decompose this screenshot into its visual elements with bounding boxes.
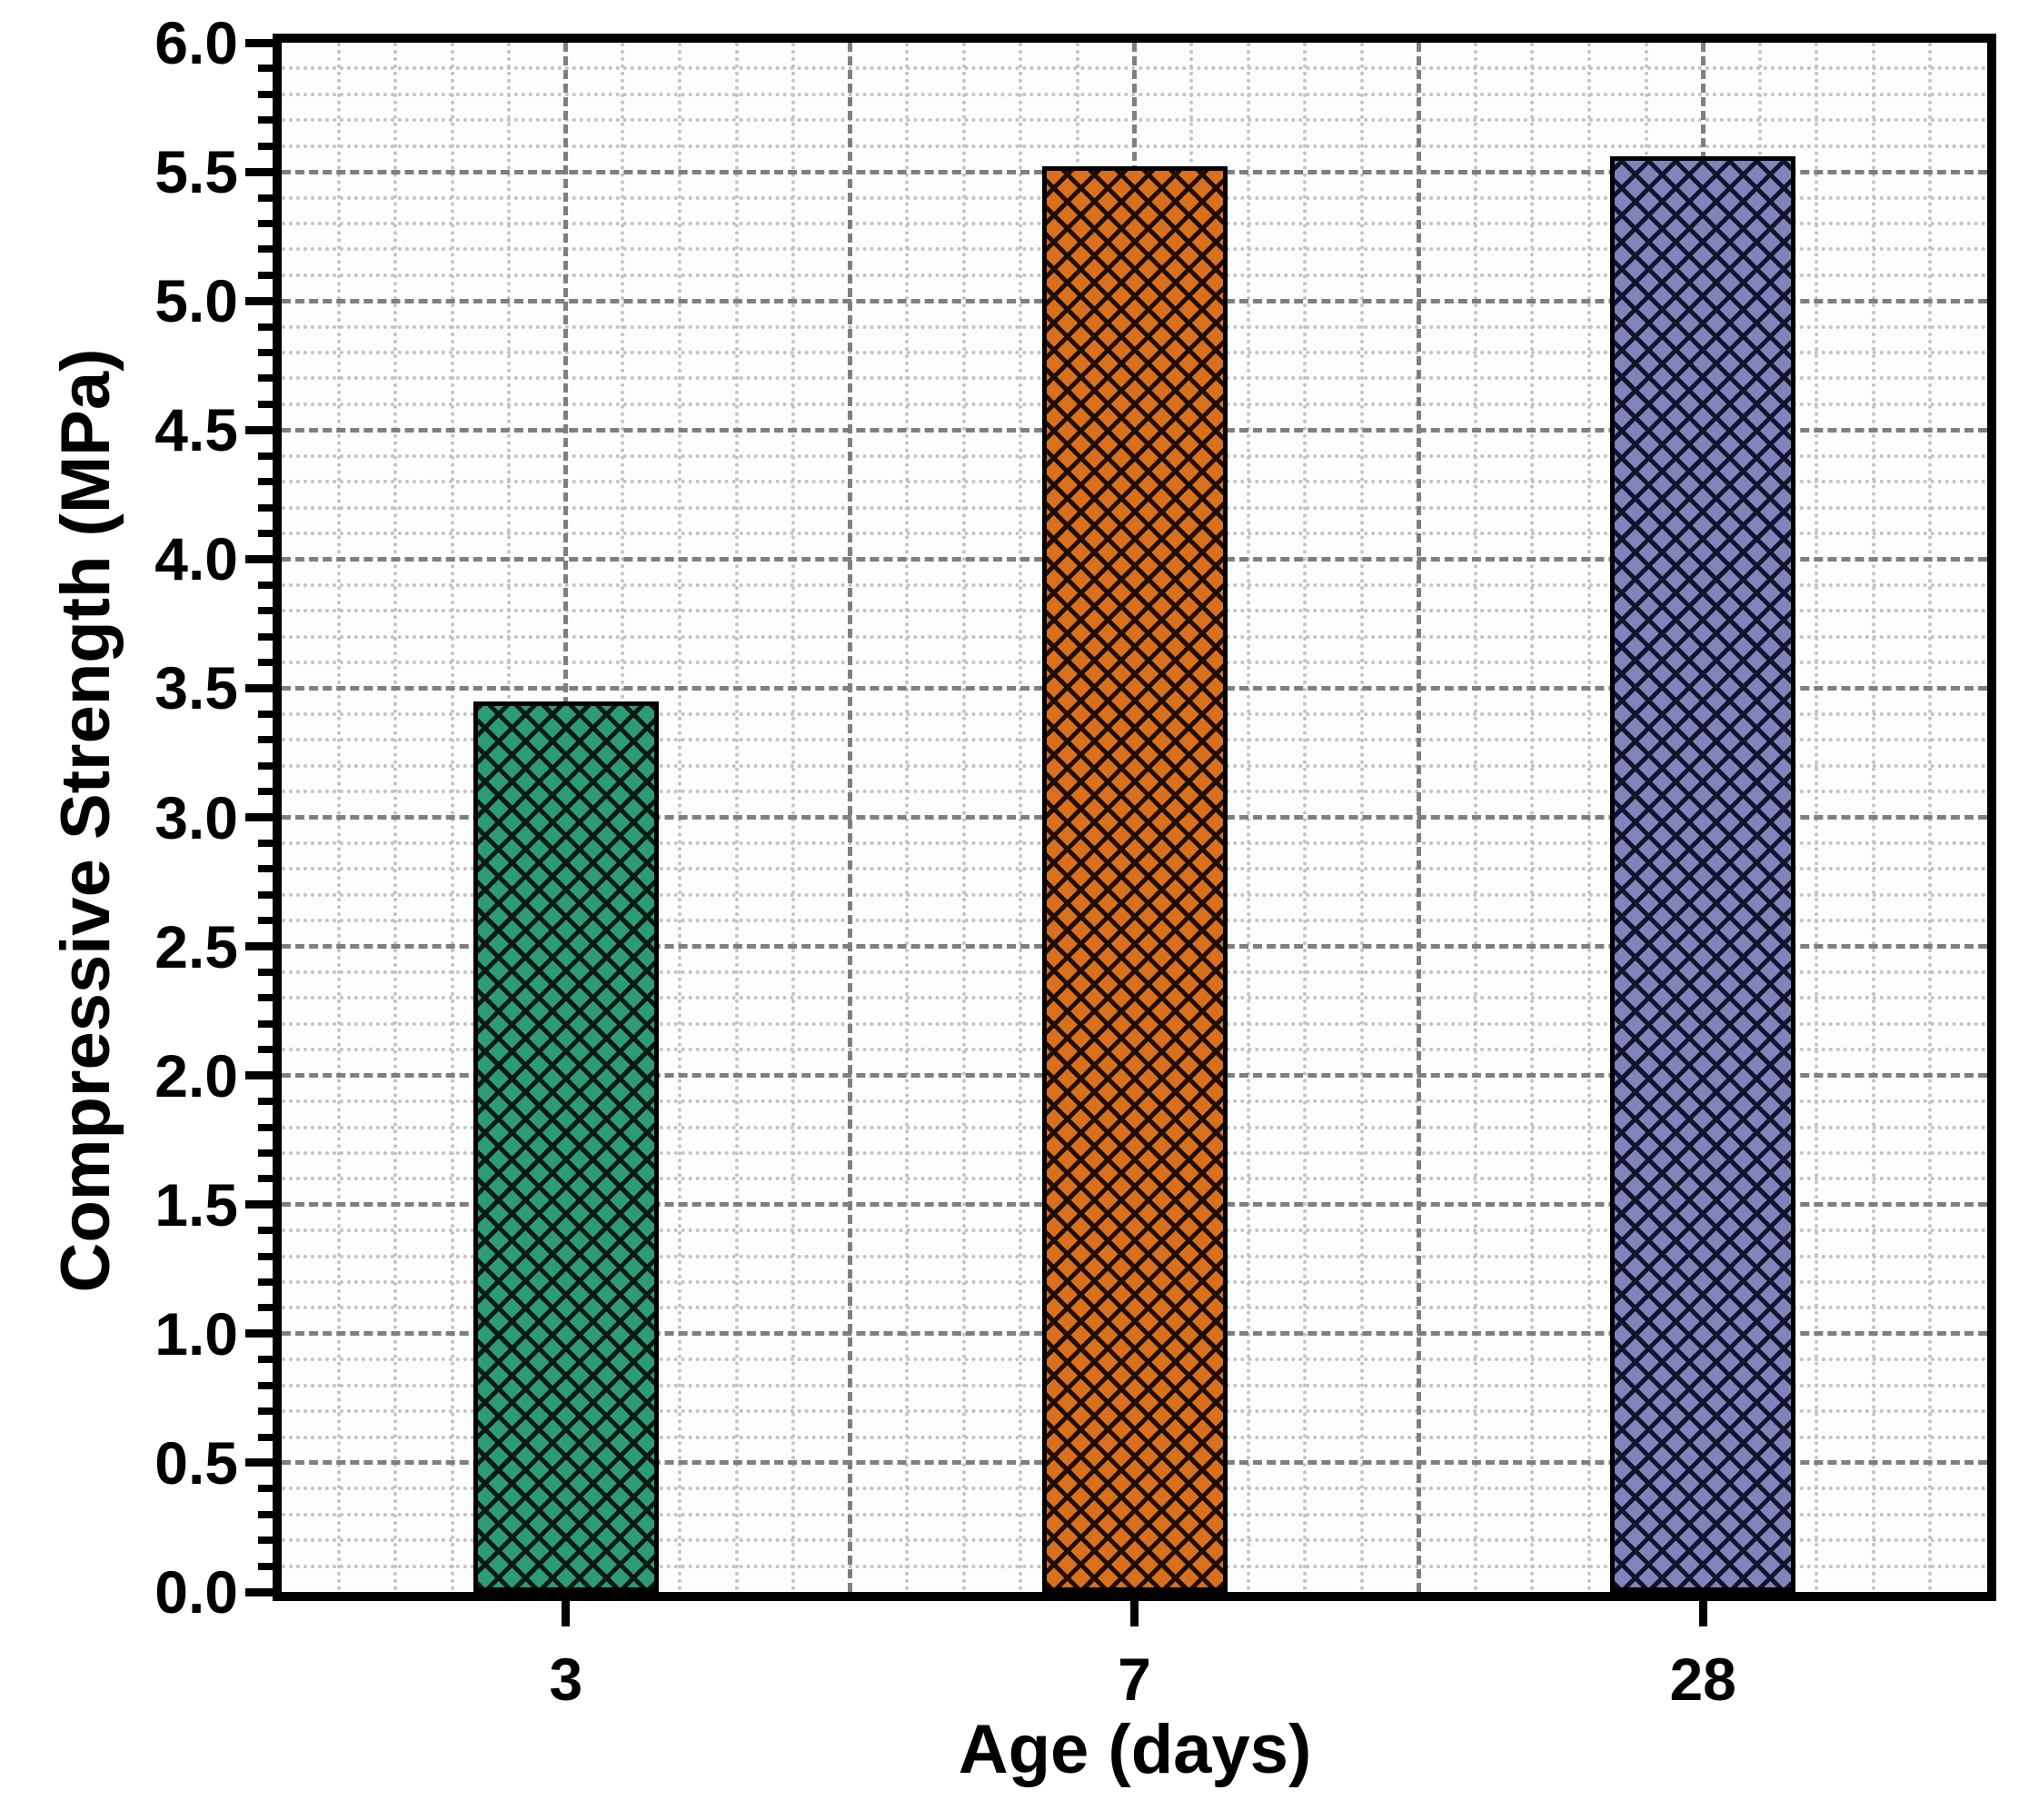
y-tick-label: 1.5 <box>154 1170 238 1238</box>
y-major-tick <box>245 425 273 434</box>
y-tick-label: 2.5 <box>154 912 238 980</box>
y-minor-tick <box>258 839 273 847</box>
y-minor-tick <box>258 1562 273 1570</box>
y-major-tick <box>245 167 273 176</box>
y-minor-tick <box>258 245 273 254</box>
y-tick-label: 4.5 <box>154 396 238 464</box>
y-tick-label: 0.0 <box>154 1558 238 1626</box>
x-tick-label: 7 <box>1118 1646 1151 1713</box>
y-minor-tick <box>258 1356 273 1364</box>
bar-age-28 <box>1610 156 1796 1592</box>
y-minor-tick <box>258 90 273 98</box>
y-tick-label: 3.0 <box>154 783 238 851</box>
y-minor-tick <box>258 374 273 383</box>
x-tick-label: 3 <box>549 1646 583 1713</box>
y-minor-tick <box>258 632 273 641</box>
y-minor-tick <box>258 1304 273 1312</box>
y-minor-tick <box>258 271 273 279</box>
y-minor-tick <box>258 736 273 744</box>
y-minor-tick <box>258 659 273 666</box>
y-minor-tick <box>258 1485 273 1493</box>
v-major-gridline <box>848 43 853 1592</box>
y-minor-tick <box>258 1227 273 1235</box>
y-minor-tick <box>258 788 273 796</box>
y-major-tick <box>245 38 273 47</box>
y-minor-tick <box>258 710 273 718</box>
bar-age-7 <box>1041 166 1228 1592</box>
y-major-tick <box>245 942 273 951</box>
y-minor-tick <box>258 761 273 770</box>
y-minor-tick <box>258 865 273 873</box>
y-major-tick <box>245 554 273 563</box>
y-major-tick <box>245 813 273 821</box>
y-minor-tick <box>258 1123 273 1131</box>
y-tick-label: 0.5 <box>154 1428 238 1497</box>
y-minor-tick <box>258 1046 273 1054</box>
y-minor-tick <box>258 503 273 512</box>
y-minor-tick <box>258 142 273 150</box>
y-minor-tick <box>258 219 273 227</box>
y-minor-tick <box>258 1433 273 1441</box>
y-minor-tick <box>258 1381 273 1389</box>
y-tick-label: 5.5 <box>154 138 238 206</box>
y-minor-tick <box>258 607 273 615</box>
y-minor-tick <box>258 400 273 408</box>
y-minor-tick <box>258 116 273 124</box>
y-tick-label: 5.0 <box>154 267 238 335</box>
y-minor-tick <box>258 1278 273 1286</box>
y-minor-tick <box>258 1019 273 1028</box>
y-tick-label: 4.0 <box>154 525 238 593</box>
y-minor-tick <box>258 478 273 486</box>
y-minor-tick <box>258 1407 273 1416</box>
y-minor-tick <box>258 194 273 202</box>
y-major-tick <box>245 1587 273 1596</box>
x-axis-title: Age (days) <box>958 1711 1312 1788</box>
y-minor-tick <box>258 323 273 331</box>
y-tick-label: 6.0 <box>154 9 238 76</box>
y-tick-label: 3.5 <box>154 654 238 722</box>
y-minor-tick <box>258 529 273 537</box>
x-tick <box>562 1601 571 1626</box>
bar-age-3 <box>472 701 659 1592</box>
y-major-tick <box>245 1071 273 1080</box>
x-tick <box>1698 1601 1707 1626</box>
y-major-tick <box>245 683 273 692</box>
y-minor-tick <box>258 917 273 925</box>
y-minor-tick <box>258 65 273 73</box>
y-minor-tick <box>258 349 273 356</box>
y-minor-tick <box>258 890 273 899</box>
y-tick-label: 1.0 <box>154 1299 238 1367</box>
y-minor-tick <box>258 1149 273 1157</box>
y-minor-tick <box>258 1537 273 1545</box>
y-minor-tick <box>258 581 273 589</box>
y-minor-tick <box>258 1098 273 1106</box>
y-major-tick <box>245 1200 273 1209</box>
y-minor-tick <box>258 1510 273 1518</box>
y-minor-tick <box>258 452 273 460</box>
v-major-gridline <box>1416 43 1421 1592</box>
y-major-tick <box>245 1329 273 1338</box>
y-major-tick <box>245 1458 273 1467</box>
y-minor-tick <box>258 1252 273 1260</box>
x-tick-label: 28 <box>1669 1646 1736 1713</box>
y-minor-tick <box>258 1175 273 1183</box>
x-tick <box>1130 1601 1139 1626</box>
y-minor-tick <box>258 969 273 976</box>
y-major-tick <box>245 296 273 305</box>
y-tick-label: 2.0 <box>154 1041 238 1109</box>
y-minor-tick <box>258 994 273 1002</box>
